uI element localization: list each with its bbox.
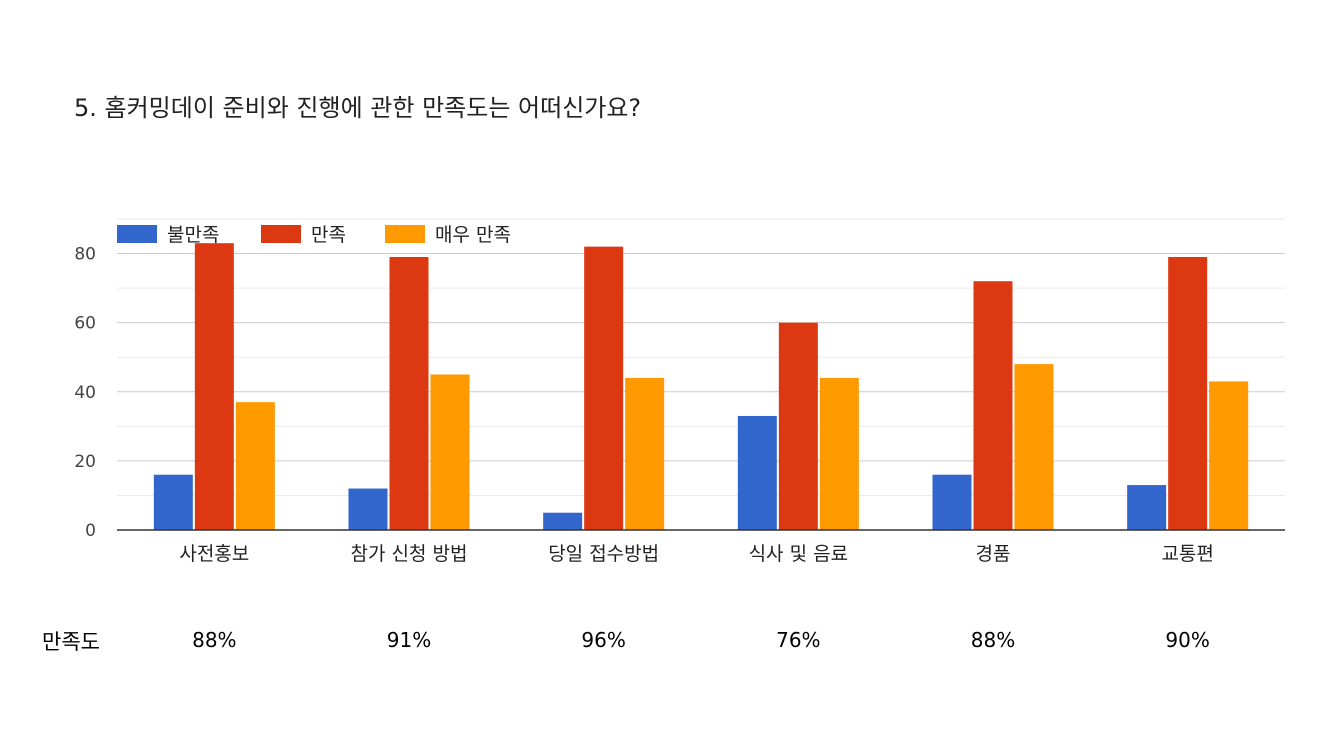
- satisfaction-value: 91%: [386, 628, 432, 652]
- y-tick-label: 60: [74, 314, 96, 334]
- chart-title: 5. 홈커밍데이 준비와 진행에 관한 만족도는 어떠신가요?: [74, 94, 642, 122]
- bar: [1209, 381, 1249, 530]
- y-tick-label: 40: [74, 383, 96, 403]
- legend-label: 불만족: [167, 224, 219, 246]
- bar: [973, 281, 1013, 530]
- bar: [389, 257, 429, 530]
- bar: [543, 512, 583, 530]
- bar: [348, 488, 388, 530]
- x-tick-label: 경품: [976, 543, 1011, 565]
- legend-swatch: [261, 225, 301, 243]
- bar: [430, 374, 470, 530]
- bar: [932, 474, 972, 530]
- bar: [737, 415, 777, 530]
- x-tick-label: 식사 및 음료: [749, 543, 848, 565]
- bar-chart: 0 20 40 60 80 사전홍보 참가 신청 방법 당일 접수방법 식사 및 음료 경품 교통편…: [74, 218, 1285, 565]
- bar: [235, 402, 275, 530]
- bar: [1014, 364, 1054, 530]
- y-tick-label: 20: [74, 452, 96, 472]
- satisfaction-value: 88%: [970, 628, 1016, 652]
- bar: [584, 246, 624, 530]
- legend-label: 만족: [311, 224, 346, 246]
- bar: [194, 243, 234, 530]
- bar: [1168, 257, 1208, 530]
- satisfaction-label: 만족도: [42, 630, 100, 654]
- satisfaction-row: 만족도 88% 91% 96% 76% 88% 90%: [0, 626, 1328, 656]
- x-tick-label: 교통편: [1161, 543, 1213, 565]
- bar: [153, 474, 193, 530]
- y-tick-label: 0: [85, 521, 96, 541]
- x-tick-label: 사전홍보: [179, 543, 249, 565]
- bar: [819, 377, 859, 530]
- x-tick-label: 참가 신청 방법: [351, 543, 468, 565]
- legend-swatch: [385, 225, 425, 243]
- legend-swatch: [117, 225, 157, 243]
- satisfaction-value: 76%: [776, 628, 821, 652]
- satisfaction-value: 90%: [1165, 628, 1210, 652]
- bar: [1127, 485, 1167, 530]
- y-tick-label: 80: [74, 245, 96, 265]
- satisfaction-value: 96%: [581, 628, 626, 652]
- satisfaction-value: 88%: [192, 628, 237, 652]
- x-tick-label: 당일 접수방법: [548, 543, 659, 565]
- legend-label: 매우 만족: [435, 224, 511, 246]
- bar: [778, 322, 818, 530]
- bar: [625, 377, 665, 530]
